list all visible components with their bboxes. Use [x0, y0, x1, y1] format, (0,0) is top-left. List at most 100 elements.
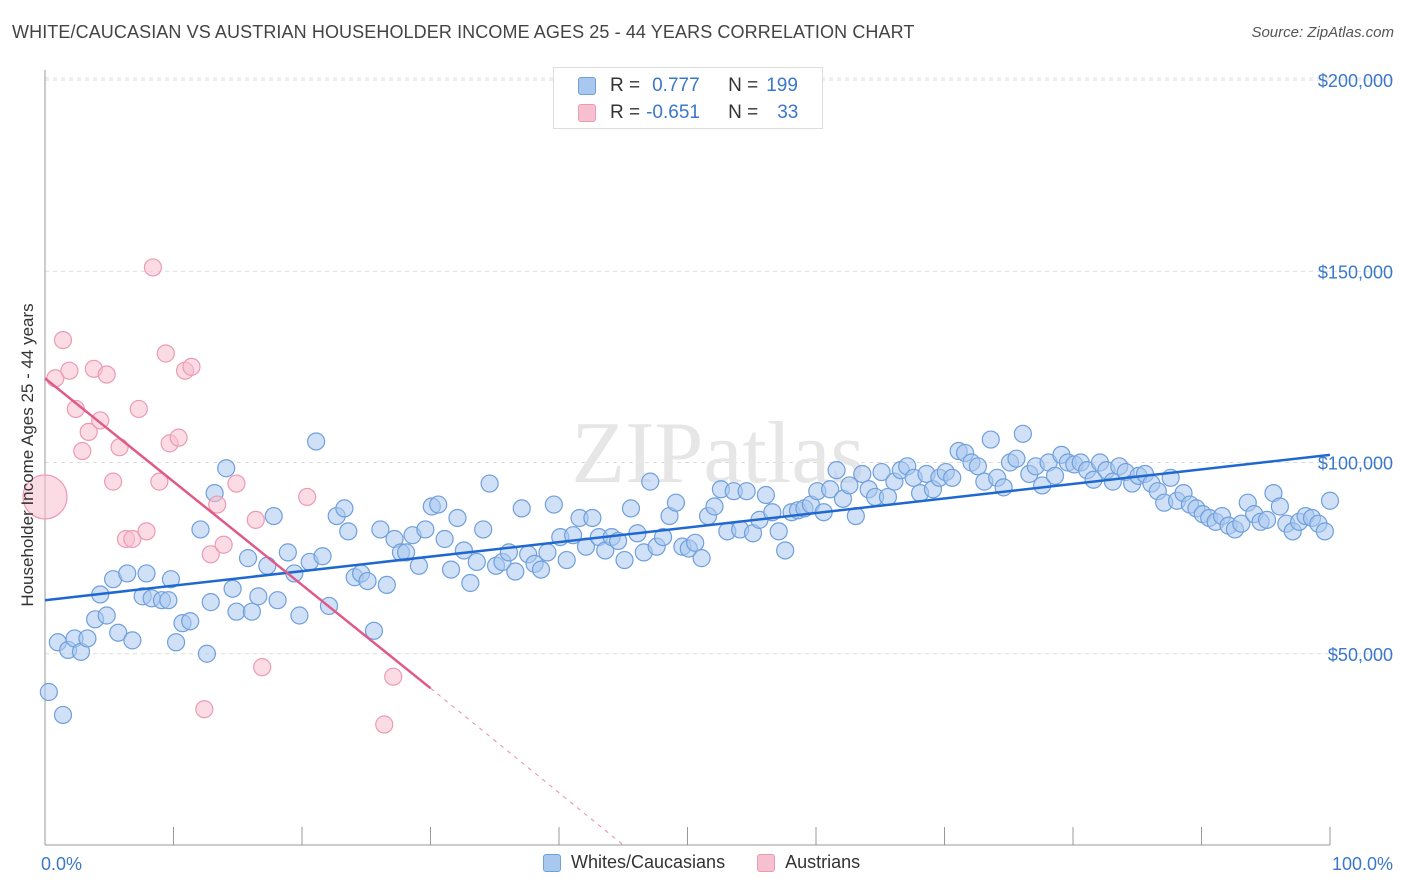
data-point-whites: [943, 468, 962, 487]
data-point-whites: [97, 606, 116, 625]
data-point-whites: [123, 631, 142, 650]
data-point-whites: [39, 682, 58, 702]
data-point-whites: [364, 621, 384, 640]
data-point-whites: [1045, 466, 1065, 485]
data-point-whites: [335, 499, 354, 518]
data-point-whites: [223, 579, 242, 598]
x-tick-label: 0.0%: [41, 854, 82, 874]
data-point-whites: [201, 593, 220, 612]
data-point-whites: [416, 520, 435, 539]
data-point-austrians: [298, 487, 317, 507]
data-point-austrians: [137, 522, 156, 541]
bottom-legend-whites: Whites/Caucasians: [543, 852, 725, 873]
legend-n-label: N =: [728, 102, 759, 123]
data-point-austrians: [182, 357, 201, 376]
trend-line-austrians-extension: [430, 687, 624, 846]
data-point-whites: [666, 493, 686, 512]
data-point-whites: [249, 587, 268, 606]
gridlines: [45, 77, 1395, 655]
data-point-austrians: [79, 422, 98, 441]
x-tick-label: 100.0%: [1332, 854, 1393, 874]
trend-line-whites: [44, 453, 1331, 602]
tick-labels: $50,000 $100,000 $150,000 $200,000 0.0% 100.0…: [41, 71, 1393, 874]
legend-r-label: R =: [610, 102, 641, 123]
legend-r-value-austrians: -0.651: [646, 102, 700, 123]
data-point-austrians: [156, 344, 175, 363]
series-whites: [39, 424, 1340, 725]
data-point-austrians: [22, 474, 68, 520]
data-point-whites: [313, 547, 332, 566]
data-point-whites: [474, 520, 493, 539]
data-point-whites: [166, 633, 186, 652]
data-point-whites: [78, 629, 97, 648]
correlation-legend: R = 0.777 N = 199 R = -0.651 N = 33: [553, 67, 823, 129]
legend-r-label: R =: [610, 75, 641, 96]
bottom-swatch-pink: [757, 853, 776, 872]
data-point-whites: [531, 560, 551, 579]
data-point-whites: [878, 487, 898, 507]
data-point-whites: [137, 564, 156, 583]
data-point-whites: [307, 432, 326, 451]
bottom-legend-austrians: Austrians: [757, 852, 860, 873]
data-point-austrians: [73, 441, 92, 461]
data-point-whites: [238, 549, 258, 568]
data-point-whites: [159, 591, 178, 610]
data-point-whites: [872, 462, 891, 482]
data-point-austrians: [253, 658, 272, 677]
data-point-whites: [821, 480, 840, 499]
y-tick-label: $200,000: [1318, 71, 1393, 91]
data-point-whites: [615, 550, 634, 570]
data-point-austrians: [384, 667, 403, 686]
data-point-whites: [653, 527, 673, 547]
data-point-austrians: [104, 472, 123, 491]
data-point-whites: [429, 495, 448, 514]
data-point-whites: [827, 461, 846, 480]
y-tick-label: $150,000: [1318, 262, 1393, 282]
data-point-whites: [756, 485, 775, 505]
data-point-whites: [538, 543, 557, 562]
data-point-whites: [686, 533, 705, 552]
data-point-austrians: [214, 535, 233, 554]
data-point-whites: [480, 474, 499, 493]
data-point-austrians: [246, 510, 265, 529]
data-point-whites: [435, 529, 454, 549]
data-point-whites: [641, 472, 660, 491]
data-point-whites: [1257, 510, 1277, 529]
legend-row-whites: R = 0.777 N = 199: [578, 74, 798, 98]
data-point-whites: [467, 552, 486, 572]
data-point-austrians: [208, 495, 227, 514]
legend-swatch-blue: [578, 77, 596, 95]
data-point-whites: [227, 602, 246, 621]
data-point-whites: [981, 430, 1000, 449]
data-point-whites: [53, 705, 73, 725]
data-point-whites: [448, 508, 467, 528]
data-point-whites: [264, 506, 283, 526]
legend-row-austrians: R = -0.651 N = 33: [578, 101, 798, 125]
data-point-whites: [339, 522, 358, 541]
trend-lines: [44, 377, 1331, 846]
data-point-austrians: [129, 399, 148, 419]
data-point-whites: [557, 550, 576, 570]
y-axis-title: Householder Income Ages 25 - 44 years: [18, 303, 37, 606]
bottom-swatch-blue: [543, 853, 561, 872]
data-point-whites: [441, 560, 461, 579]
legend-n-value-austrians: 33: [777, 102, 799, 123]
legend-r-value-whites: 0.777: [652, 75, 700, 96]
data-point-whites: [197, 644, 217, 663]
chart-title: WHITE/CAUCASIAN VS AUSTRIAN HOUSEHOLDER …: [12, 22, 915, 42]
data-point-whites: [1270, 497, 1289, 516]
data-point-whites: [191, 520, 210, 539]
data-point-whites: [1232, 514, 1251, 533]
data-point-whites: [258, 556, 277, 575]
data-point-whites: [968, 457, 988, 476]
axes: [44, 70, 1331, 846]
data-point-whites: [278, 543, 297, 562]
data-point-whites: [1315, 522, 1334, 541]
y-tick-label: $100,000: [1318, 454, 1393, 474]
data-point-austrians: [60, 361, 79, 380]
data-point-whites: [396, 543, 416, 562]
data-point-austrians: [375, 715, 394, 734]
data-point-austrians: [53, 331, 73, 350]
data-point-whites: [454, 541, 474, 560]
source-label: Source: ZipAtlas.com: [1251, 24, 1394, 41]
